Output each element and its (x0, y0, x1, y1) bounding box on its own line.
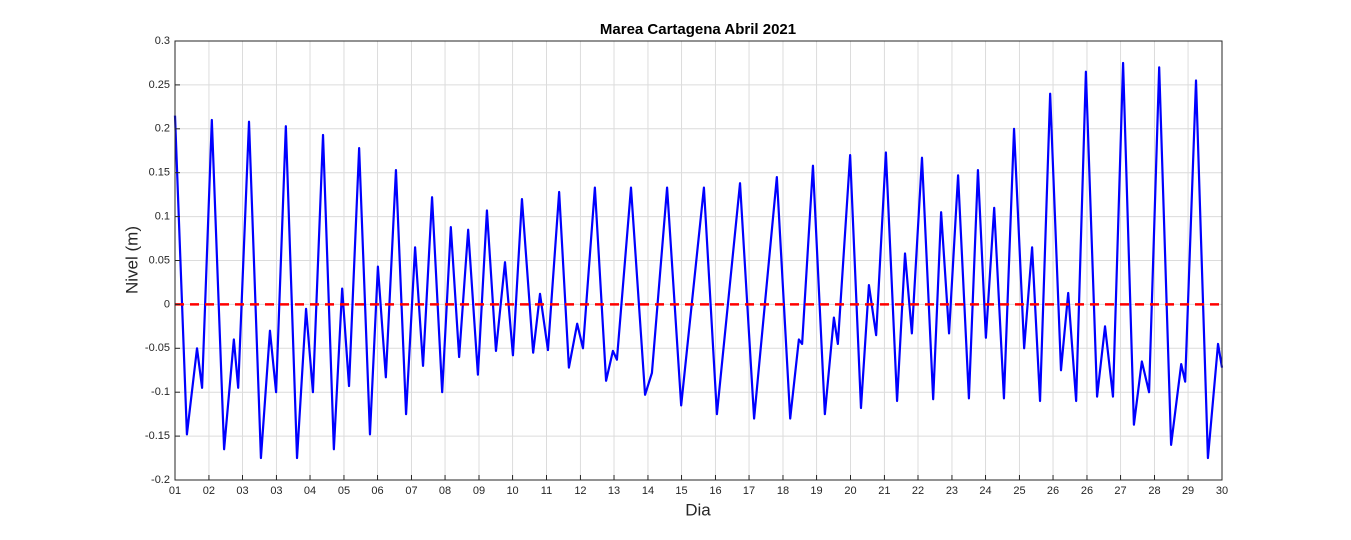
x-tick-label: 22 (912, 485, 924, 497)
y-tick-label: 0.25 (149, 79, 170, 91)
x-tick-label: 07 (405, 485, 417, 497)
x-tick-label: 04 (304, 485, 316, 497)
x-tick-label: 15 (675, 485, 687, 497)
y-tick-label: -0.2 (151, 474, 170, 486)
x-tick-label: 17 (743, 485, 755, 497)
x-tick-label: 21 (878, 485, 890, 497)
marks (173, 61, 1224, 460)
x-tick-label: 25 (1013, 485, 1025, 497)
line-series (173, 61, 1224, 460)
x-tick-label: 18 (777, 485, 789, 497)
x-tick-label: 19 (810, 485, 822, 497)
x-tick-label: 11 (541, 485, 552, 497)
x-tick-label: 12 (574, 485, 586, 497)
y-tick-label: 0.15 (149, 167, 170, 179)
x-tick-label: 28 (1148, 485, 1160, 497)
x-tick-label: 02 (203, 485, 215, 497)
x-tick-label: 14 (642, 485, 654, 497)
y-tick-label: -0.1 (151, 386, 170, 398)
chart-title: Marea Cartagena Abril 2021 (600, 21, 796, 38)
x-tick-label: 20 (844, 485, 856, 497)
x-tick-label: 30 (1216, 485, 1228, 497)
y-tick-label: 0.3 (155, 35, 170, 47)
x-tick-label: 27 (1114, 485, 1126, 497)
x-tick-label: 10 (506, 485, 518, 497)
x-tick-label: 16 (709, 485, 721, 497)
y-axis-label: Nivel (m) (122, 226, 141, 294)
x-tick-label: 24 (979, 485, 991, 497)
x-tick-label: 08 (439, 485, 451, 497)
y-tick-label: -0.15 (145, 430, 170, 442)
x-tick-label: 05 (338, 485, 350, 497)
x-tick-label: 23 (946, 485, 958, 497)
x-tick-label: 03 (236, 485, 248, 497)
x-tick-label: 01 (169, 485, 181, 497)
y-tick-label: 0.05 (149, 254, 170, 266)
x-axis-label: Dia (685, 500, 711, 519)
x-tick-label: 29 (1182, 485, 1194, 497)
y-tick-label: 0 (164, 298, 170, 310)
x-tick-label: 26 (1081, 485, 1093, 497)
x-tick-label: 09 (473, 485, 485, 497)
y-tick-label: 0.2 (155, 123, 170, 135)
x-tick-label: 06 (371, 485, 383, 497)
ticks: -0.2 -0.15 -0.1 -0.05 0 0.05 0.1 0.15 0.2 0.25 0.3… (145, 35, 1228, 497)
y-tick-label: -0.05 (145, 342, 170, 354)
x-tick-label: 03 (270, 485, 282, 497)
x-tick-label: 13 (608, 485, 620, 497)
x-tick-label: 26 (1047, 485, 1059, 497)
y-tick-label: 0.1 (155, 211, 170, 223)
